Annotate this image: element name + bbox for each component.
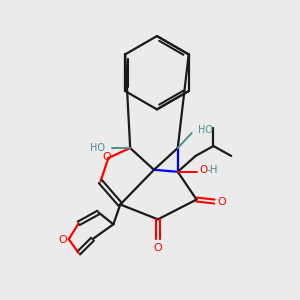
- Text: O: O: [154, 243, 162, 253]
- Text: -H: -H: [206, 165, 218, 175]
- Text: O: O: [200, 165, 208, 175]
- Text: HO: HO: [90, 143, 105, 153]
- Text: O: O: [102, 152, 111, 162]
- Text: O: O: [218, 196, 226, 206]
- Text: O: O: [58, 235, 67, 245]
- Text: HO: HO: [198, 125, 213, 135]
